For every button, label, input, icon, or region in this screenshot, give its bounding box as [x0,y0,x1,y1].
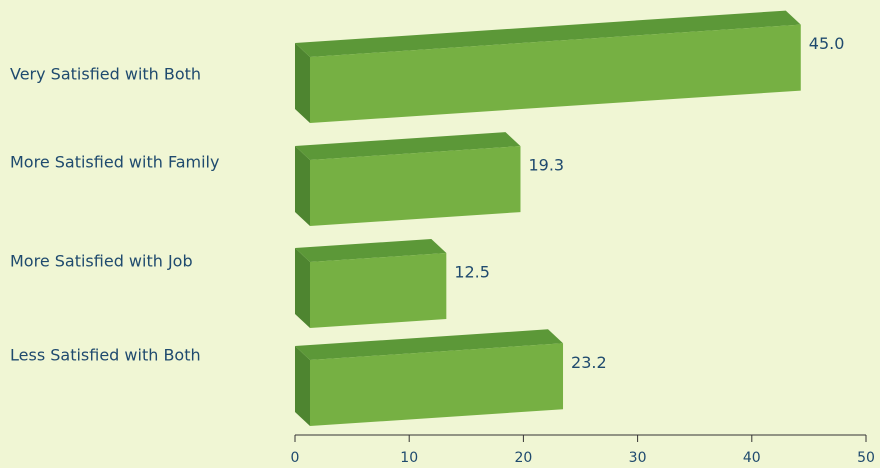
bar [310,253,447,328]
bar-top [295,329,564,360]
category-label: Less Satisfied with Both [10,346,201,365]
bar-top [295,10,801,57]
x-tick-label: 10 [400,450,418,466]
bar-side [295,346,310,426]
x-tick-label: 40 [743,450,761,466]
bar-side [295,146,310,226]
bar [310,24,801,123]
bar [310,343,564,426]
x-tick-label: 30 [629,450,647,466]
value-label: 19.3 [528,156,564,175]
value-label: 45.0 [809,34,845,53]
category-label: More Satisfied with Family [10,153,219,172]
value-label: 23.2 [571,353,607,372]
bar-top [295,239,447,262]
bar-side [295,248,310,328]
x-tick-label: 0 [291,450,300,466]
value-label: 12.5 [454,263,490,282]
bar-top [295,132,521,160]
bar [310,146,521,226]
bar-side [295,43,310,123]
x-tick-label: 50 [857,450,875,466]
category-label: More Satisfied with Job [10,252,193,271]
x-tick-label: 20 [514,450,532,466]
category-label: Very Satisfied with Both [10,65,201,84]
